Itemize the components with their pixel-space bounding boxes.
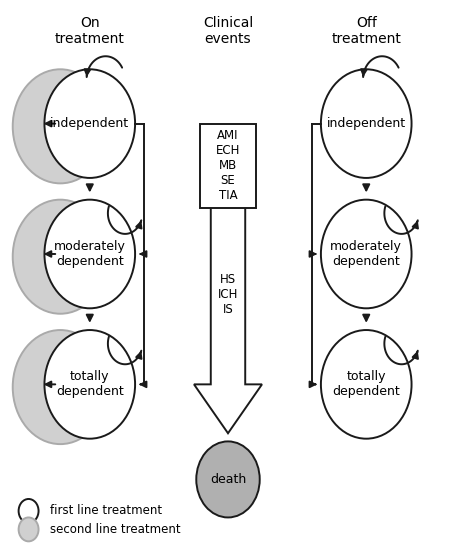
Polygon shape — [193, 205, 262, 433]
Circle shape — [44, 330, 135, 438]
Text: second line treatment: second line treatment — [50, 523, 181, 536]
Text: death: death — [209, 473, 246, 486]
Text: AMI
ECH
MB
SE
TIA: AMI ECH MB SE TIA — [215, 129, 240, 202]
Circle shape — [44, 200, 135, 308]
Text: independent: independent — [326, 117, 405, 130]
Circle shape — [320, 69, 411, 178]
Circle shape — [13, 69, 108, 183]
Circle shape — [44, 69, 135, 178]
Text: totally
dependent: totally dependent — [56, 370, 123, 399]
Circle shape — [320, 200, 411, 308]
Circle shape — [196, 441, 259, 518]
Text: totally
dependent: totally dependent — [332, 370, 399, 399]
Circle shape — [19, 518, 39, 541]
Bar — [199, 123, 256, 208]
Text: independent: independent — [50, 117, 129, 130]
Circle shape — [13, 330, 108, 444]
Text: moderately
dependent: moderately dependent — [329, 240, 401, 268]
Circle shape — [19, 499, 39, 523]
Text: HS
ICH
IS: HS ICH IS — [217, 273, 238, 316]
Text: moderately
dependent: moderately dependent — [54, 240, 126, 268]
Text: On
treatment: On treatment — [55, 16, 124, 46]
Text: Off
treatment: Off treatment — [331, 16, 400, 46]
Circle shape — [13, 200, 108, 314]
Text: Clinical
events: Clinical events — [202, 16, 253, 46]
Text: first line treatment: first line treatment — [50, 505, 162, 518]
Circle shape — [320, 330, 411, 438]
